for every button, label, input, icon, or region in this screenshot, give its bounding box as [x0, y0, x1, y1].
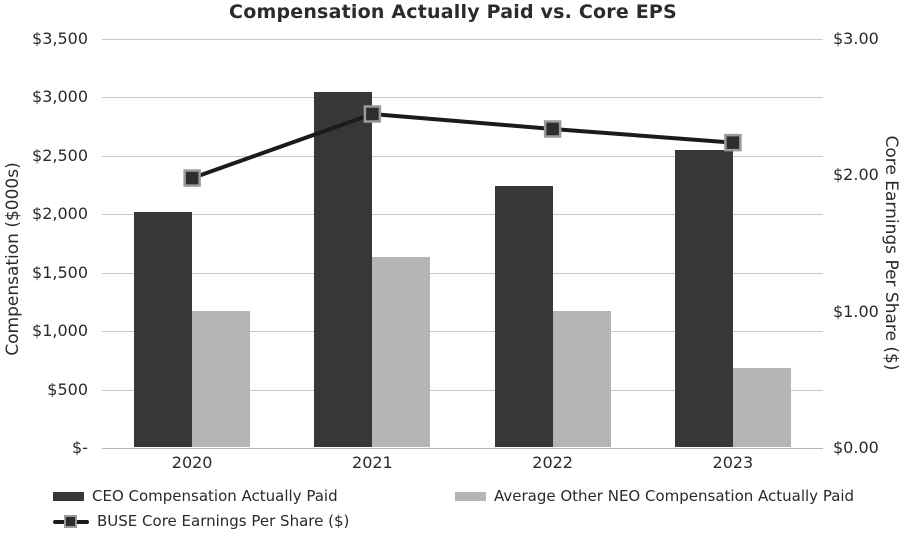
- legend: CEO Compensation Actually Paid Average Ot…: [53, 487, 899, 530]
- y-left-tick-label: $-: [72, 438, 88, 457]
- legend-label: CEO Compensation Actually Paid: [92, 487, 338, 505]
- eps-line-layer: [183, 105, 742, 187]
- bar-neo-2023: [732, 368, 791, 447]
- y-left-tick-label: $2,500: [32, 145, 88, 165]
- eps-marker-2023: [724, 133, 742, 152]
- gridline: [102, 97, 823, 99]
- bar-neo-2022: [552, 310, 611, 447]
- gridline: [102, 214, 823, 216]
- y-left-tick-label: $1,000: [32, 321, 88, 341]
- y-left-tick-label: $3,000: [32, 87, 88, 107]
- right-axis-title: Core Earnings Per Share ($): [881, 135, 901, 371]
- legend-item-bar-dark: CEO Compensation Actually Paid: [53, 487, 453, 505]
- gridline: [102, 272, 823, 274]
- x-axis-label-2020: 2020: [171, 453, 213, 472]
- bar-neo-2020: [192, 310, 251, 447]
- gridline: [102, 331, 823, 333]
- eps-marker-2021: [363, 105, 382, 123]
- line-marker-swatch: [53, 514, 89, 529]
- legend-item-line-marker: BUSE Core Earnings Per Share ($): [53, 512, 453, 530]
- x-axis-label-2023: 2023: [712, 453, 754, 472]
- legend-square-marker: [64, 514, 77, 528]
- bar-ceo-2021: [314, 91, 373, 447]
- gridline: [102, 155, 823, 157]
- legend-label: Average Other NEO Compensation Actually …: [494, 487, 855, 505]
- eps-marker-2022: [543, 120, 562, 138]
- bar-ceo-2023: [674, 149, 733, 447]
- x-axis-line: [102, 448, 823, 449]
- y-right-tick-label: $3.00: [833, 29, 879, 48]
- y-right-tick-label: $1.00: [833, 301, 879, 321]
- chart-title: Compensation Actually Paid vs. Core EPS: [229, 1, 677, 23]
- bar-dark-swatch-icon: [53, 491, 84, 501]
- bar-ceo-2022: [494, 185, 553, 447]
- y-left-tick-label: $1,500: [32, 262, 88, 282]
- x-axis-label-2021: 2021: [352, 453, 393, 472]
- y-right-tick-label: $2.00: [833, 165, 879, 185]
- y-left-tick-label: $2,000: [32, 204, 88, 224]
- y-left-tick-label: $3,500: [32, 29, 88, 48]
- legend-label: BUSE Core Earnings Per Share ($): [97, 512, 350, 530]
- y-right-tick-label: $0.00: [833, 438, 879, 457]
- gridline: [102, 39, 823, 40]
- legend-item-bar-gray: Average Other NEO Compensation Actually …: [455, 487, 899, 505]
- eps-line: [191, 111, 734, 180]
- y-left-tick-label: $500: [47, 379, 88, 399]
- bar-ceo-2020: [134, 211, 193, 447]
- bar-gray-swatch-icon: [455, 491, 486, 501]
- bar-neo-2021: [372, 256, 431, 447]
- plot-area: [102, 39, 823, 449]
- gridline: [102, 389, 823, 391]
- x-axis-label-2022: 2022: [532, 453, 573, 472]
- eps-marker-2020: [183, 169, 201, 187]
